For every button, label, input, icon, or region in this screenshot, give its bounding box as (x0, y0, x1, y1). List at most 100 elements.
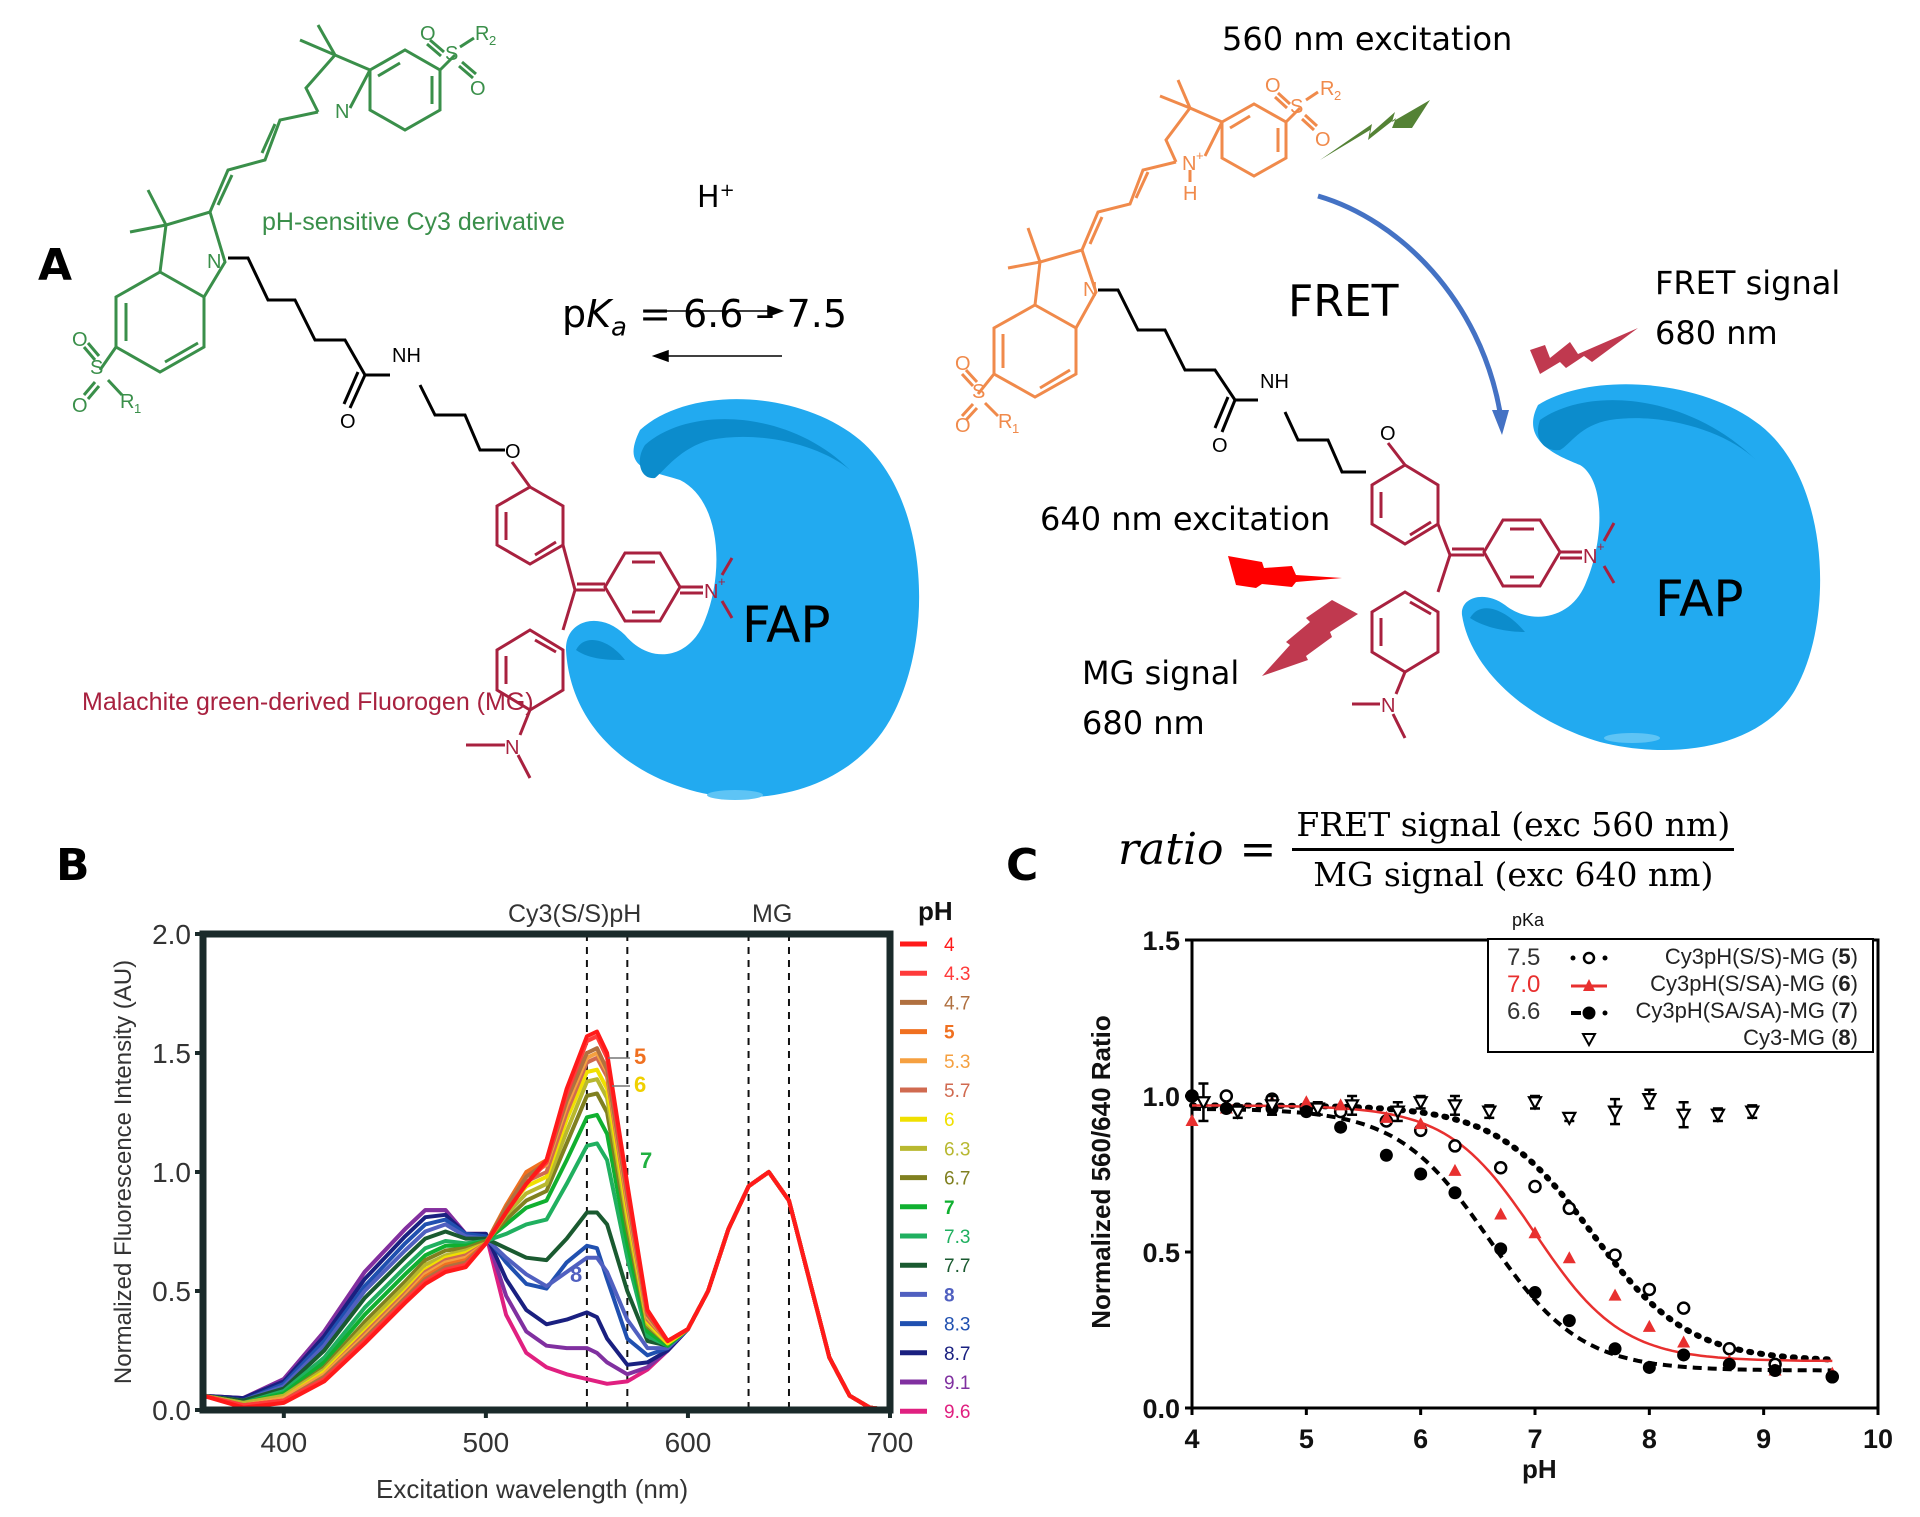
chart-b-ytick-label: 1.0 (152, 1157, 191, 1188)
chart-c-legend-compound-number: 6 (1838, 971, 1851, 996)
atom-r: R (1320, 78, 1334, 100)
chart-c-legend-swatch (1570, 951, 1608, 965)
chart-c-legend-swatch (1571, 1006, 1608, 1020)
chart-c-point-series-6 (1494, 1207, 1508, 1220)
chart-c-point-series-5 (1608, 1248, 1622, 1262)
chart-c-point-series-5 (1448, 1139, 1462, 1153)
chart-c-point-series-6 (1642, 1319, 1656, 1332)
chart-b-legend-label: 5 (944, 1023, 955, 1044)
paren: ( (1824, 998, 1839, 1023)
chart-c-ytick-label: 1.5 (1142, 926, 1180, 956)
excitation-560-bolt-icon (1320, 100, 1430, 160)
fret-signal-label: FRET signal (1655, 264, 1841, 302)
chart-c-point-series-5 (1722, 1341, 1737, 1356)
atom-s: S (972, 381, 985, 403)
chart-b-mg-annotation: MG (752, 900, 793, 928)
chart-c-legend-series-name: Cy3pH(S/SA)-MG (1650, 971, 1825, 996)
atom-o: O (1265, 75, 1281, 97)
atom-h: H (1183, 183, 1197, 205)
chart-c-point-series-7 (1379, 1148, 1393, 1162)
chart-c-xtick-label: 4 (1184, 1424, 1199, 1454)
chart-b-legend-label: 9.6 (944, 1402, 970, 1423)
atom-sub: 2 (1334, 88, 1341, 103)
chart-c-point-series-6 (1185, 1113, 1199, 1126)
chart-c-xtick-label: 8 (1642, 1424, 1657, 1454)
chart-c-fit-line (1189, 1102, 1836, 1363)
chart-c-legend-pka: 7.0 (1507, 971, 1541, 998)
linker-left (228, 256, 505, 452)
atom-r: R (120, 391, 134, 413)
chart-b-series-line-4 (202, 1029, 891, 1412)
chart-b-legend-label: 5.7 (944, 1081, 970, 1102)
chart-c-point-series-8 (1607, 1105, 1623, 1120)
chart-b-legend-label: 8 (944, 1285, 955, 1306)
chart-b-xlabel: Excitation wavelength (nm) (376, 1474, 689, 1504)
panel-b-label: B (56, 840, 90, 891)
chart-c-fit-line (1192, 1104, 1833, 1363)
mg-fluorogen-label: Malachite green-derived Fluorogen (MG) (82, 688, 534, 716)
chart-b-xtick-label: 600 (665, 1427, 712, 1458)
excitation-640-label: 640 nm excitation (1040, 500, 1331, 538)
chart-c-point-series-6 (1414, 1117, 1428, 1130)
chart-c-legend-row: 7.5 Cy3pH(S/S)-MG (5) (1489, 944, 1872, 971)
chart-c-point-series-8 (1481, 1105, 1498, 1120)
chart-c-point-series-7 (1414, 1167, 1428, 1181)
paren: ) (1850, 944, 1858, 969)
chart-c-legend-label: Cy3pH(SA/SA)-MG (7) (1635, 998, 1858, 1024)
proton-symbol: H (697, 180, 720, 215)
chart-c-point-series-6 (1379, 1110, 1393, 1123)
linker-atoms-left: NH O O (340, 345, 521, 463)
mg-signal-nm-label: 680 nm (1082, 704, 1205, 742)
chart-c-point-series-8 (1744, 1105, 1761, 1120)
chart-c-legend-compound-number: 8 (1838, 1025, 1851, 1050)
excitation-560-label: 560 nm excitation (1222, 20, 1513, 58)
fap-label-right: FAP (1655, 570, 1744, 628)
fap-label-left: FAP (742, 596, 831, 654)
cy3-derivative-label: pH-sensitive Cy3 derivative (262, 208, 565, 236)
chart-c-ylabel: Normalized 560/640 Ratio (1086, 1015, 1116, 1329)
mg-atoms-right: N + N (1381, 539, 1605, 717)
cy3-structure-left (82, 24, 477, 400)
chart-c-point-series-6 (1528, 1226, 1542, 1239)
chart-c-legend-pka: 6.6 (1507, 998, 1541, 1025)
atom-o: O (72, 395, 88, 417)
atom-sub: 1 (1012, 421, 1019, 436)
chart-c-point-series-7 (1219, 1101, 1233, 1115)
pka-a: a (611, 312, 627, 343)
chart-c-point-series-8 (1527, 1096, 1543, 1111)
fap-protein-left (565, 399, 920, 800)
fret-signal-nm-label: 680 nm (1655, 314, 1778, 352)
chart-c-point-series-8 (1309, 1102, 1326, 1117)
chart-c-legend: 7.5 Cy3pH(S/S)-MG (5) 7.0 Cy3pH(S/SA)-MG (6… (1487, 938, 1874, 1053)
chart-c-ytick-label: 1.0 (1142, 1082, 1180, 1112)
atom-o: O (1315, 129, 1331, 151)
atom-o: O (1212, 435, 1228, 457)
chart-c-xlabel: pH (1522, 1454, 1557, 1484)
paren: ( (1824, 971, 1839, 996)
chart-b-ytick-label: 2.0 (152, 919, 191, 950)
atom-n: N (1083, 279, 1097, 301)
chart-c-point-series-8 (1195, 1096, 1212, 1111)
chart-b-legend-label: 6.3 (944, 1139, 970, 1160)
chart-c-point-series-5 (1562, 1201, 1577, 1216)
chart-b-curve-label: 7 (640, 1148, 652, 1173)
chart-c-point-series-7 (1768, 1364, 1782, 1378)
paren: ) (1850, 971, 1858, 996)
chart-c-point-series-7 (1494, 1242, 1508, 1256)
chart-c-point-series-6 (1299, 1095, 1313, 1108)
chart-c-point-series-6 (1608, 1288, 1622, 1301)
ratio-equals: = (1239, 824, 1277, 875)
chart-b-ytick-label: 0.0 (152, 1395, 191, 1426)
chart-b-legend-label: 6.7 (944, 1169, 970, 1190)
pka-k: K (586, 292, 612, 336)
chart-b-legend-label: 8.3 (944, 1315, 970, 1336)
chart-b-legend-label: 4.7 (944, 993, 970, 1014)
chart-c-point-series-8 (1344, 1099, 1360, 1114)
atom-n-plus: N (1583, 546, 1597, 568)
chart-c-legend-compound-number: 7 (1838, 998, 1851, 1023)
chart-c-legend-row: 7.0 Cy3pH(S/SA)-MG (6) (1489, 971, 1872, 998)
chart-c-ytick-label: 0.0 (1142, 1394, 1180, 1424)
ratio-numerator: FRET signal (exc 560 nm) (1292, 805, 1735, 851)
